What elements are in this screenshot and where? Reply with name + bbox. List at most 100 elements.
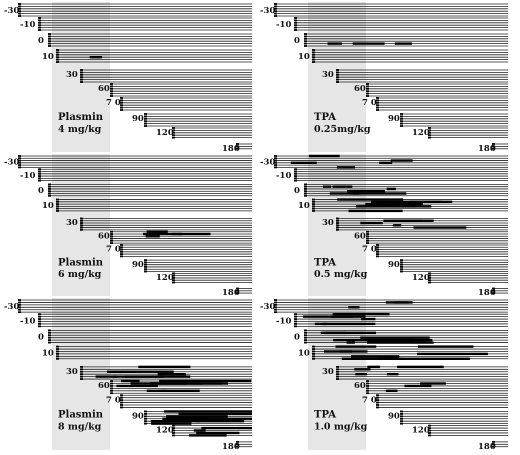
trace-marker (120, 97, 123, 99)
trace-marker (294, 26, 297, 29)
trace-marker (120, 248, 123, 251)
trace-marker (366, 387, 369, 390)
arrhythmia-bar (196, 419, 245, 423)
trace-marker (56, 357, 59, 360)
trace-marker (110, 230, 113, 233)
trace-marker (336, 222, 339, 224)
trace-marker (120, 404, 123, 406)
trace-marker (18, 3, 21, 5)
arrhythmia-bar (189, 434, 227, 437)
trace-marker (48, 190, 51, 193)
arrhythmia-bar (348, 306, 360, 309)
trace-marker (110, 385, 113, 387)
trace-marker (400, 412, 403, 415)
time-label: 120 (156, 273, 174, 283)
trace-marker (120, 401, 123, 404)
trace-marker (56, 205, 59, 208)
trace-marker (56, 350, 59, 353)
time-label: -10 (276, 20, 291, 30)
trace-marker (80, 375, 83, 378)
trace-marker (172, 427, 175, 429)
trace-marker (120, 246, 123, 249)
trace-marker (38, 315, 41, 318)
trace-marker (110, 235, 113, 238)
arrhythmia-bar (320, 331, 377, 335)
time-label: 7 0 (362, 245, 377, 255)
time-label: -30 (4, 302, 19, 312)
arrhythmia-bar (166, 417, 252, 420)
trace-marker (144, 412, 147, 415)
time-label: 0 (294, 36, 300, 46)
trace-marker (336, 365, 339, 368)
trace-marker (48, 183, 51, 186)
trace-marker (312, 353, 315, 355)
trace-marker (144, 122, 147, 125)
trace-marker (110, 239, 113, 242)
trace-marker (120, 399, 123, 402)
trace-marker (376, 109, 379, 111)
trace-marker (336, 81, 339, 83)
trace-marker (400, 417, 403, 420)
trace-marker (400, 420, 403, 423)
trace-marker (56, 348, 59, 350)
trace-marker (336, 375, 339, 378)
trace-marker (172, 434, 175, 437)
trace-marker (56, 200, 59, 203)
trace-marker (336, 219, 339, 222)
trace-marker (274, 157, 277, 160)
trace-marker (48, 194, 51, 197)
trace-marker (312, 56, 315, 59)
trace-marker (336, 368, 339, 371)
trace-marker (294, 168, 297, 171)
trace-marker (294, 313, 297, 316)
trace-marker (172, 432, 175, 434)
trace-marker (304, 190, 307, 193)
trace-marker (376, 250, 379, 253)
time-label: 180 (222, 288, 240, 298)
trace-marker (56, 56, 59, 59)
trace-marker (172, 277, 175, 279)
dose-label: 6 mg/kg (58, 269, 102, 280)
trace-marker (48, 37, 51, 40)
trace-marker (120, 101, 123, 104)
time-label: 7 0 (106, 395, 121, 405)
trace-marker (38, 19, 41, 22)
time-label: 10 (42, 349, 54, 359)
trace-marker (110, 92, 113, 95)
trace-marker (366, 392, 369, 395)
trace-marker (110, 90, 113, 93)
arrhythmia-bar (394, 42, 412, 45)
trace-marker (144, 415, 147, 418)
trace-marker (144, 266, 147, 268)
trace-marker (38, 175, 41, 177)
trace-marker (110, 83, 113, 85)
trace-marker (56, 53, 59, 56)
trace-marker (172, 136, 175, 139)
arrhythmia-bar (352, 192, 407, 195)
trace-marker (38, 168, 41, 171)
trace-marker (376, 248, 379, 251)
trace-marker (294, 318, 297, 320)
trace-marker (428, 136, 431, 139)
trace-marker (274, 301, 277, 304)
arrhythmia-bar (112, 375, 164, 378)
trace-marker (400, 122, 403, 125)
trace-marker (172, 127, 175, 129)
trace-marker (336, 78, 339, 81)
trace-marker (110, 389, 113, 392)
trace-marker (428, 131, 431, 134)
trace-marker (110, 85, 113, 88)
trace-marker (172, 274, 175, 277)
trace-marker (274, 15, 277, 17)
trace-marker (312, 210, 315, 212)
dose-label: 0.5 mg/kg (314, 269, 368, 280)
trace-marker (492, 445, 495, 448)
time-label: 90 (132, 412, 144, 422)
trace-marker (400, 261, 403, 264)
trace-marker (376, 101, 379, 104)
time-label: 0 (38, 333, 44, 343)
trace-marker (172, 129, 175, 132)
arrhythmia-bar (95, 375, 118, 378)
